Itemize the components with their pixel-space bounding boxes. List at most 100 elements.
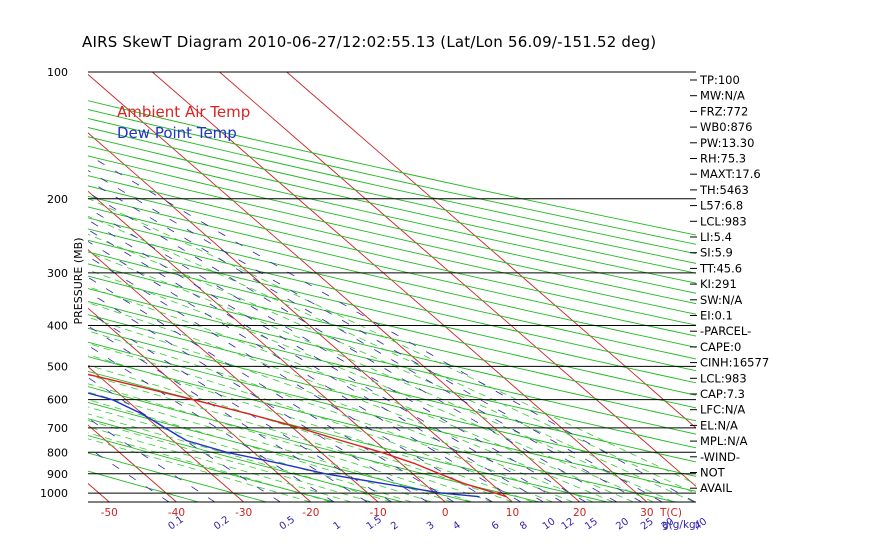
mixing-ratio-line	[88, 325, 368, 502]
mixing-ratio-tick-label: 6	[490, 520, 502, 533]
parameter-item: EI:0.1	[700, 309, 733, 323]
dry-adiabat-line	[88, 175, 696, 315]
isotherm-line	[88, 132, 513, 502]
y-axis-label: PRESSURE (MB)	[72, 238, 85, 325]
dry-adiabat-line	[88, 356, 676, 502]
dry-adiabat-line	[88, 418, 404, 502]
dry-adiabat-line	[88, 217, 696, 360]
pressure-tick-label: 500	[47, 360, 68, 373]
parameter-item: LI:5.4	[700, 230, 732, 244]
moist-adiabat-line	[88, 419, 372, 502]
parameter-item: FRZ:772	[700, 104, 748, 118]
dry-adiabat-line	[88, 452, 267, 502]
parameter-item: LCL:983	[700, 371, 747, 385]
parameter-item: RH:75.3	[700, 152, 746, 166]
parameter-item: CAPE:0	[700, 340, 741, 354]
parameter-item: SW:N/A	[700, 293, 742, 307]
moist-adiabat-line	[88, 197, 696, 485]
isotherm-line	[286, 72, 696, 429]
dry-adiabat-line	[88, 136, 696, 274]
parameter-item: CINH:16577	[700, 356, 769, 370]
mixing-ratio-line	[88, 179, 642, 502]
mixing-ratio-line	[88, 207, 586, 502]
pressure-tick-label: 600	[47, 394, 68, 407]
moist-adiabat-line	[88, 286, 634, 502]
moist-adiabat-line	[88, 391, 453, 502]
dry-adiabat-line	[88, 327, 696, 477]
dry-adiabat-line	[88, 165, 696, 305]
bottom-temp-tick-label: 10	[506, 507, 519, 519]
dry-adiabat-line	[88, 117, 696, 255]
legend-entry: Ambient Air Temp	[117, 103, 250, 121]
pressure-tick-label: 1000	[40, 487, 68, 500]
parameter-item: MPL:N/A	[700, 434, 748, 448]
parameter-item: CAP:7.3	[700, 387, 745, 401]
pressure-tick-label: 200	[47, 193, 68, 206]
moist-adiabat-line	[88, 374, 493, 502]
bottom-temp-tick-label: -40	[168, 507, 185, 519]
bottom-temp-tick-label: -50	[101, 507, 118, 519]
pressure-tick-label: 300	[47, 267, 68, 280]
dry-adiabat-line	[88, 370, 608, 502]
parameter-item: EL:N/A	[700, 418, 738, 432]
isotherm-line	[219, 72, 696, 487]
parameter-item: SI:5.9	[700, 246, 733, 260]
dry-adiabat-grid	[88, 100, 696, 502]
mixing-ratio-unit: g(g/kg)	[662, 519, 700, 531]
bottom-temp-tick-label: 30	[640, 507, 653, 519]
dry-adiabat-line	[88, 251, 696, 396]
bottom-temp-tick-label: 0	[442, 507, 449, 519]
dry-adiabat-line	[88, 127, 696, 264]
parameter-item: TT:45.6	[699, 261, 742, 275]
parameter-item: -PARCEL-	[700, 324, 751, 338]
moist-adiabat-line	[88, 269, 654, 502]
dry-adiabat-line	[88, 206, 696, 348]
parameter-item: PW:13.30	[700, 136, 754, 150]
dry-adiabat-line	[88, 185, 696, 326]
isotherm-line	[88, 424, 177, 502]
parameter-item: TH:5463	[699, 183, 749, 197]
pressure-tick-label: 800	[47, 446, 68, 459]
mixing-ratio-tick-label: 1	[332, 520, 344, 533]
mixing-ratio-tick-label: 8	[518, 520, 530, 533]
parameter-item: LCL:983	[700, 214, 747, 228]
parameter-item: NOT	[700, 466, 726, 480]
moist-adiabat-line	[88, 383, 473, 502]
dry-adiabat-line	[88, 263, 696, 409]
parameter-item: TP:100	[699, 73, 740, 87]
mixing-ratio-line	[88, 377, 281, 502]
dry-adiabat-line	[88, 195, 696, 337]
isotherm-line	[88, 366, 244, 502]
series-line	[88, 392, 480, 498]
mixing-ratio-tick-label: 0.2	[212, 514, 231, 532]
parameter-item: AVAIL	[700, 481, 733, 495]
moist-adiabat-line	[88, 302, 614, 502]
pressure-tick-label: 100	[47, 66, 68, 79]
dry-adiabat-line	[88, 470, 199, 502]
bottom-temp-unit: T(C)	[659, 507, 682, 519]
moist-adiabat-line	[88, 251, 674, 502]
bottom-temp-tick-label: -10	[369, 507, 386, 519]
mixing-ratio-tick-label: 0.5	[278, 514, 297, 532]
mixing-ratio-line	[88, 192, 618, 502]
parameter-item: -WIND-	[700, 450, 740, 464]
chart-title: AIRS SkewT Diagram 2010-06-27/12:02:55.1…	[82, 33, 657, 51]
parameter-item: WB0:876	[700, 120, 752, 134]
moist-adiabat-line	[88, 330, 574, 502]
dry-adiabat-line	[88, 386, 540, 502]
mixing-ratio-tick-label: 10	[541, 516, 558, 532]
dry-adiabat-line	[88, 275, 696, 422]
moist-adiabat-line	[88, 215, 696, 495]
plot-background	[88, 72, 696, 502]
parameter-item: MW:N/A	[700, 89, 745, 103]
moist-adiabat-line	[88, 406, 412, 502]
mixing-ratio-tick-label: 3	[425, 520, 437, 533]
moist-adiabat-line	[88, 316, 594, 502]
isobar-grid: 100 200 300 400 500 600 700 800 900 1000	[40, 66, 696, 500]
series-line	[88, 373, 507, 498]
legend-entry: Dew Point Temp	[117, 124, 237, 142]
isotherm-line	[88, 307, 312, 502]
mixing-ratio-tick-label: 4	[451, 520, 463, 533]
